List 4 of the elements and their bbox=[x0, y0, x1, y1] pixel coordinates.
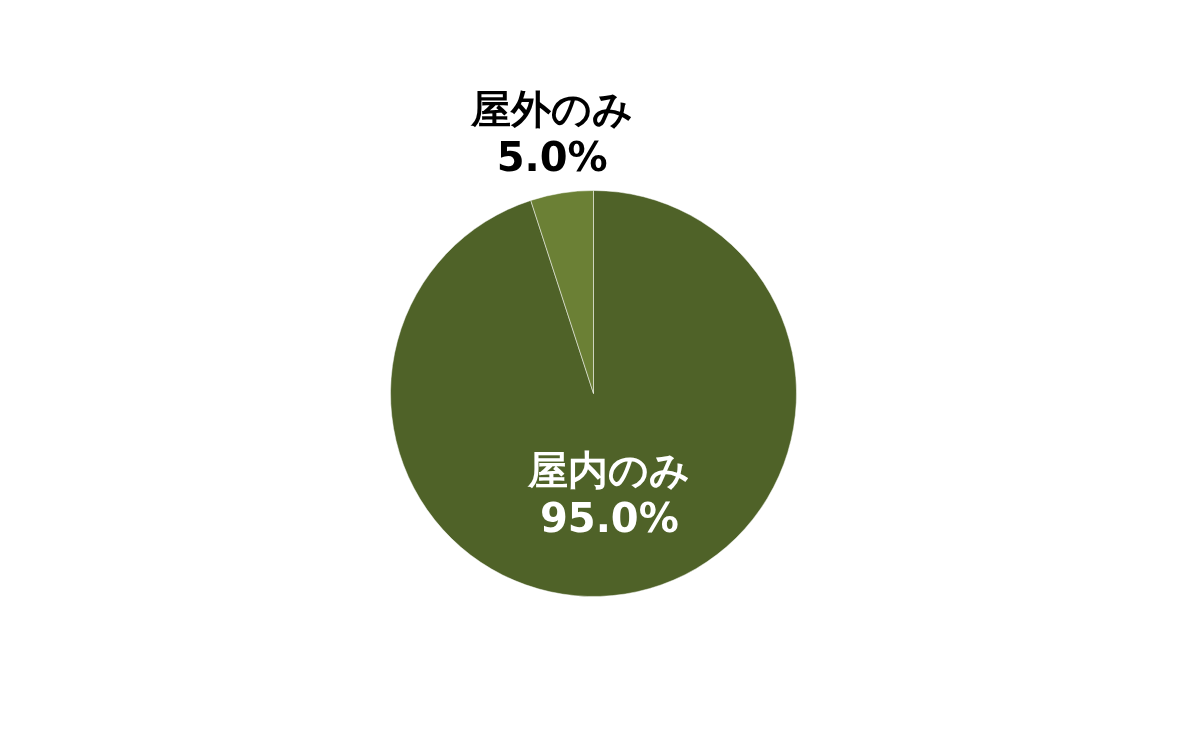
slice-label: 屋内のみ bbox=[527, 446, 691, 493]
data-label: 5.0% bbox=[496, 134, 608, 180]
data-label: 95.0% bbox=[539, 494, 679, 541]
slice-label: 屋外のみ bbox=[470, 85, 634, 132]
